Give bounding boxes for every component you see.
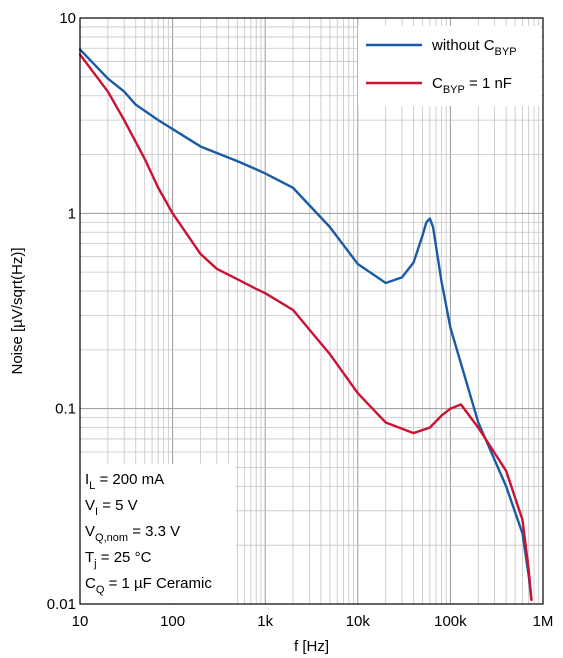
series-layer xyxy=(78,48,533,602)
legend-entry: without CBYP xyxy=(431,37,517,58)
condition-line: Tj = 25 °C xyxy=(85,549,152,570)
x-axis-label: f [Hz] xyxy=(294,638,329,655)
x-tick-label: 100 xyxy=(160,613,185,630)
y-axis-label: Noise [µV/sqrt(Hz)] xyxy=(9,248,26,375)
legend-entry: CBYP = 1 nF xyxy=(432,75,512,96)
condition-line: VI = 5 V xyxy=(85,497,138,518)
legend-box xyxy=(358,26,541,106)
plot-frame xyxy=(79,17,544,605)
conditions-annotation: IL = 200 mA VI = 5 V VQ,nom = 3.3 V Tj = 25… xyxy=(81,464,236,603)
x-tick-label: 100k xyxy=(434,613,467,630)
y-tick-label: 1 xyxy=(68,205,76,222)
condition-line: VQ,nom = 3.3 V xyxy=(85,523,180,544)
x-tick-label: 10k xyxy=(346,613,371,630)
series-line-1 xyxy=(78,48,533,602)
condition-line: IL = 200 mA xyxy=(85,471,164,492)
condition-line: CQ = 1 µF Ceramic xyxy=(85,575,212,596)
x-tick-label: 10 xyxy=(72,613,89,630)
conditions-box xyxy=(81,464,236,603)
x-tick-label: 1M xyxy=(533,613,554,630)
y-tick-label: 0.01 xyxy=(47,596,76,613)
x-tick-label: 1k xyxy=(257,613,273,630)
y-tick-label: 0.1 xyxy=(55,401,76,418)
axis-ticks: 10 100 1k 10k 100k 1M 0.01 0.1 1 10 xyxy=(47,10,554,630)
y-tick-label: 10 xyxy=(59,10,76,27)
legend: without CBYP CBYP = 1 nF xyxy=(358,26,541,106)
series-line-2 xyxy=(78,53,533,602)
grid-lines xyxy=(80,18,543,604)
